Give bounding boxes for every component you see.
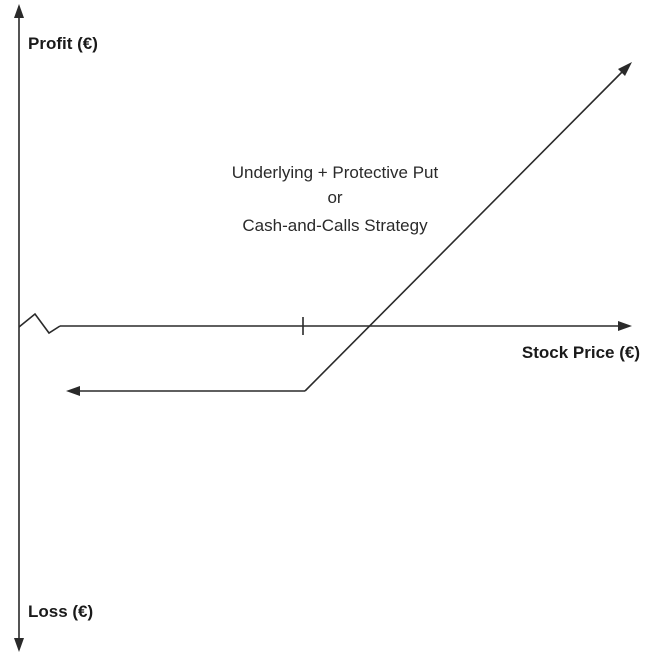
x-axis-right-arrow xyxy=(618,321,632,331)
y-axis-top-label: Profit (€) xyxy=(28,34,98,53)
y-axis-down-arrow xyxy=(14,638,24,652)
y-axis-bottom-label: Loss (€) xyxy=(28,602,93,621)
y-axis-up-arrow xyxy=(14,4,24,18)
payoff-rising-segment xyxy=(304,69,625,392)
annotation-line-3: Cash-and-Calls Strategy xyxy=(242,216,428,235)
annotation-line-2: or xyxy=(327,188,342,207)
x-axis-label: Stock Price (€) xyxy=(522,343,640,362)
x-axis-break-zigzag xyxy=(18,312,61,335)
payoff-up-right-arrow xyxy=(618,62,632,76)
payoff-left-arrow xyxy=(66,386,80,396)
annotation-line-1: Underlying + Protective Put xyxy=(232,163,439,182)
